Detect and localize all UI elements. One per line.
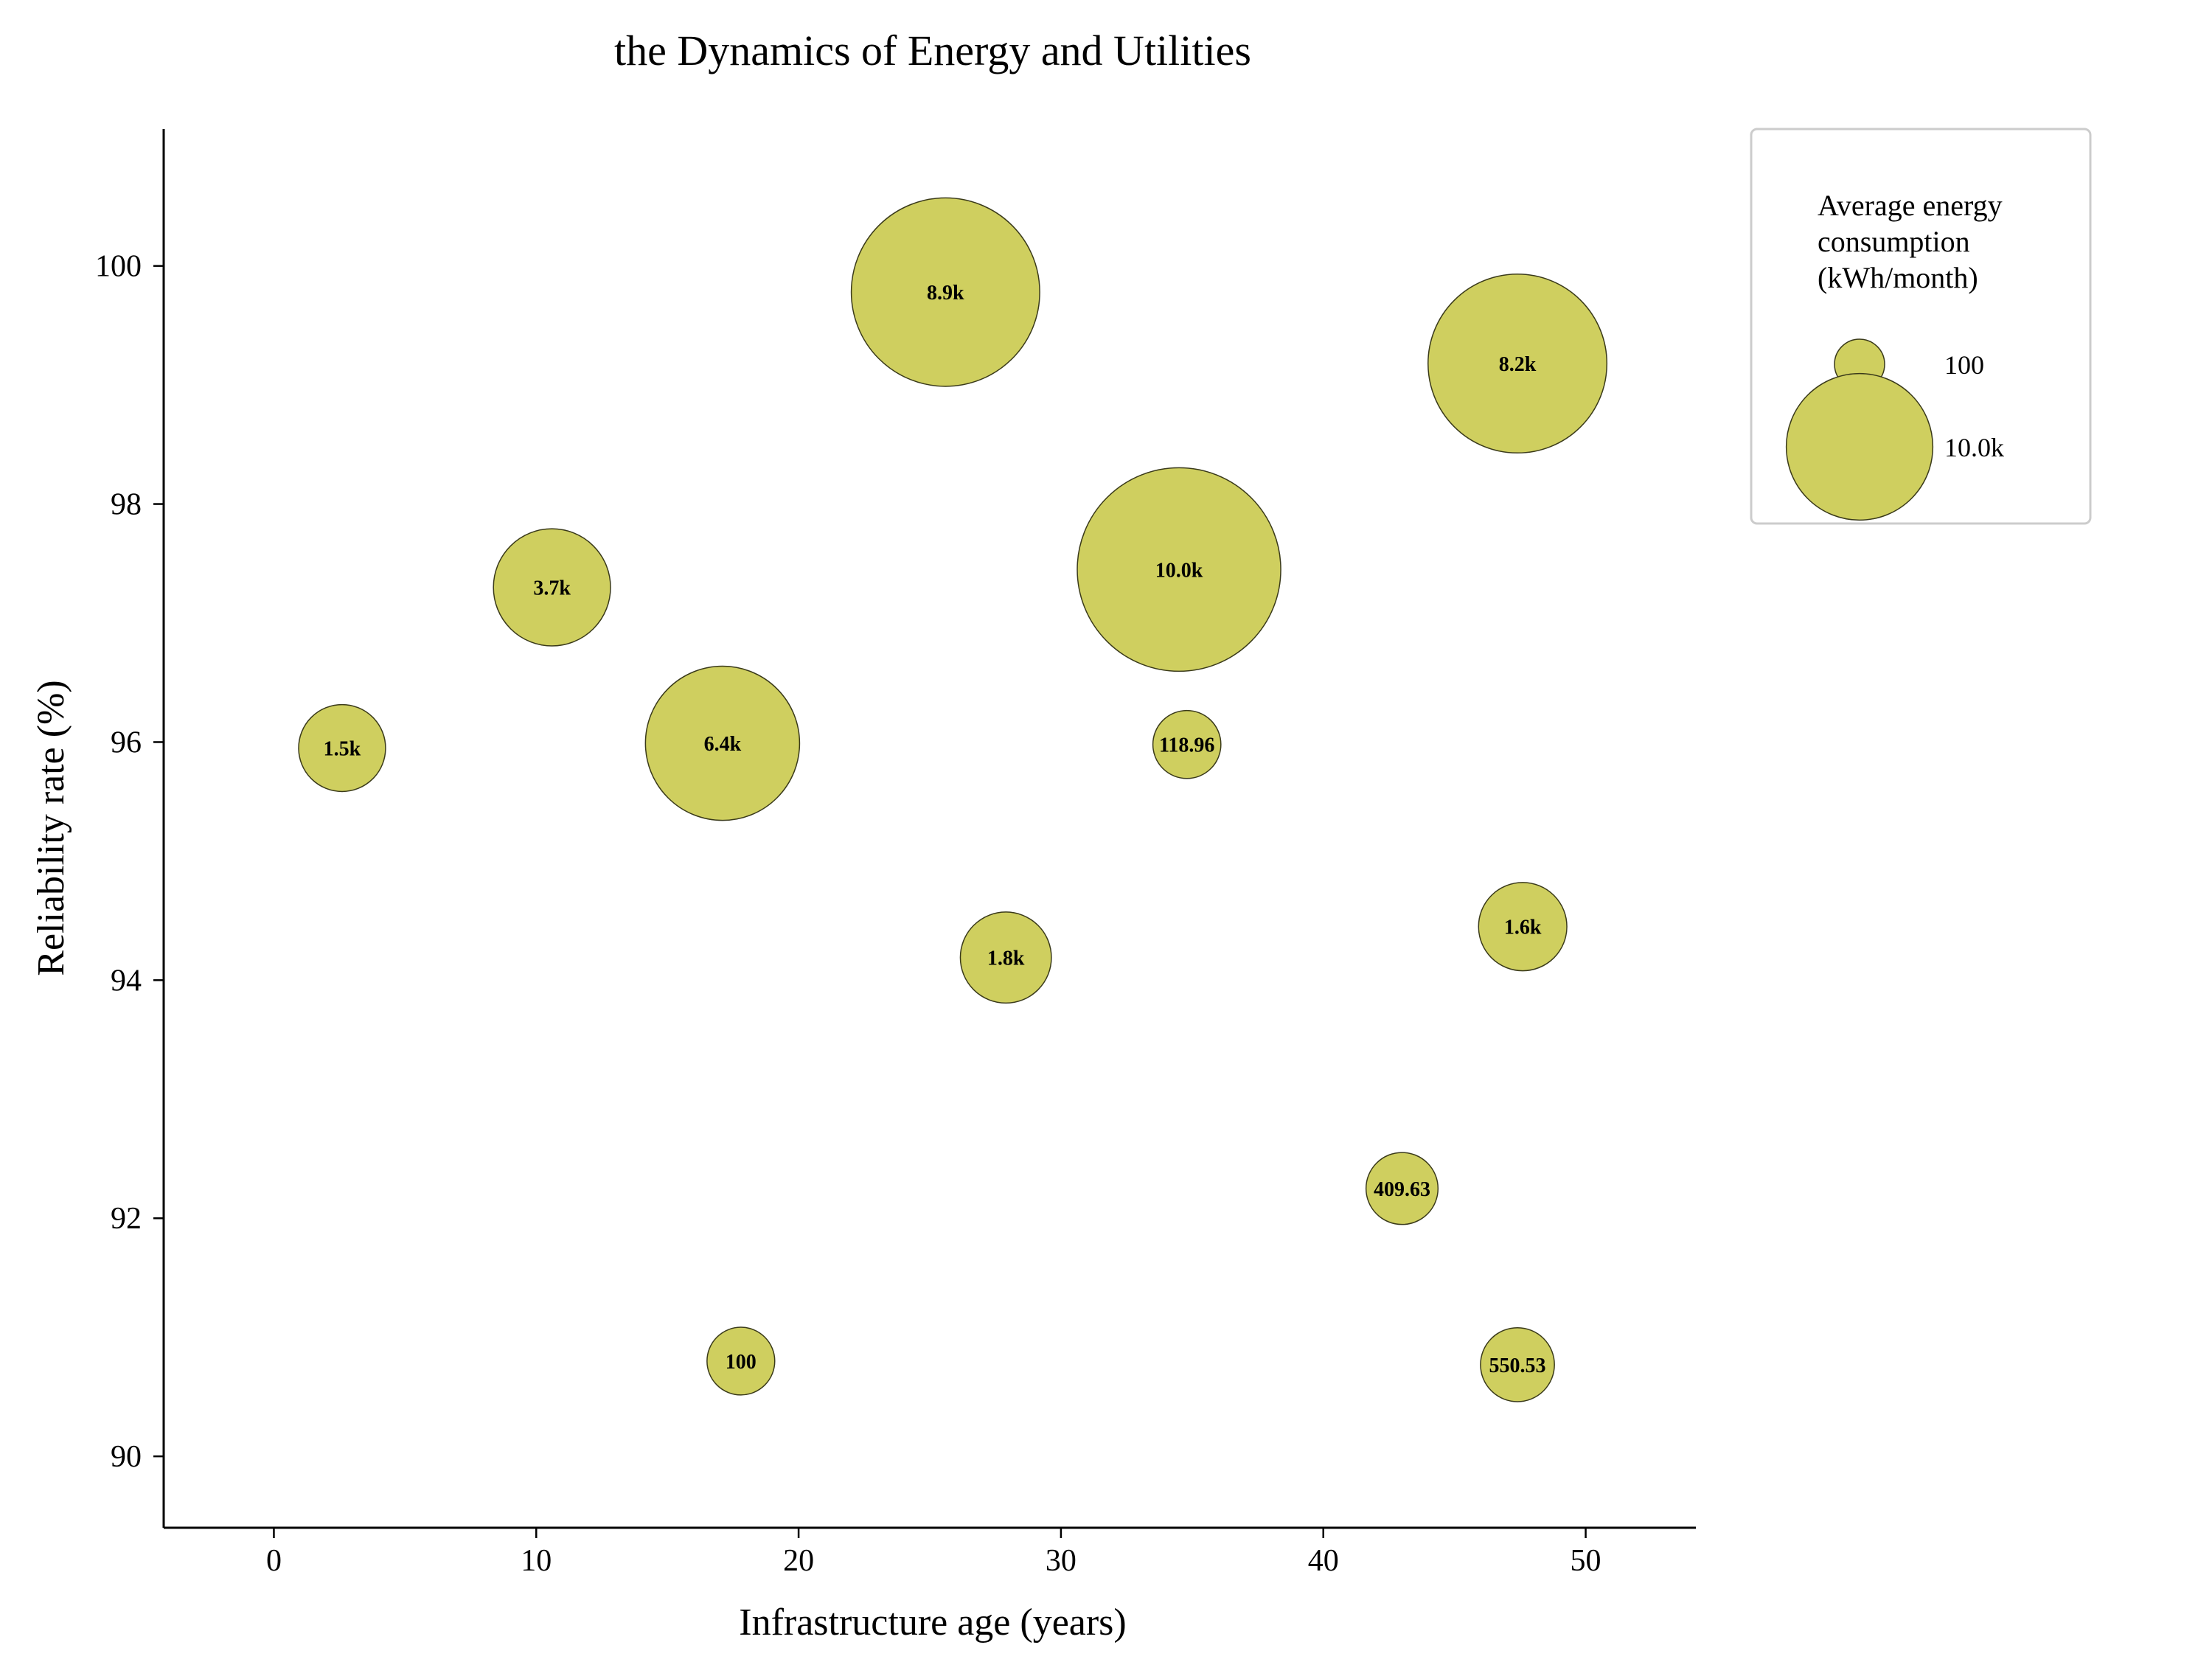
bubble-label: 6.4k: [704, 733, 742, 756]
bubble-label: 3.7k: [533, 577, 571, 600]
bubble-label: 118.96: [1159, 734, 1214, 757]
bubble-label: 1.6k: [1504, 917, 1542, 939]
bubble-label: 8.2k: [1499, 353, 1537, 376]
bubble-label: 100: [726, 1351, 757, 1374]
bubbles: 10.0k 8.9k 8.2k 6.4k 3.7k 1.8k 1.6k 1.5k 550.53 4…: [298, 197, 1608, 1402]
bubble: [493, 528, 611, 647]
legend-bubble: [1785, 372, 1934, 521]
bubble: [1152, 709, 1222, 779]
legend-entry-label: 100: [1944, 350, 1984, 380]
bubble: [644, 665, 801, 821]
bubble: [706, 1326, 776, 1396]
y-tick-label: 98: [111, 488, 142, 522]
y-tick-label: 96: [111, 726, 142, 759]
x-tick-label: 20: [783, 1544, 814, 1578]
bubble-label: 1.8k: [987, 947, 1025, 970]
x-tick-label: 10: [521, 1544, 552, 1578]
x-tick-label: 30: [1046, 1544, 1077, 1578]
y-tick-label: 100: [95, 250, 142, 284]
axes: 0 10 20 30 40 50 90 92 94 96 98 100: [95, 129, 1696, 1578]
legend-title-line: Average energy: [1818, 189, 2003, 222]
y-tick-label: 92: [111, 1202, 142, 1236]
legend-title-line: consumption: [1818, 225, 1970, 258]
legend-title-line: (kWh/month): [1818, 261, 1978, 294]
x-tick-label: 50: [1571, 1544, 1601, 1578]
bubble-label: 550.53: [1489, 1354, 1546, 1377]
y-axis-label: Reliability rate (%): [30, 680, 72, 975]
y-tick-label: 94: [111, 964, 142, 998]
y-tick-label: 90: [111, 1440, 142, 1474]
bubble-label: 409.63: [1374, 1178, 1430, 1201]
bubble: [1077, 467, 1281, 672]
bubble: [959, 911, 1052, 1004]
bubble: [850, 197, 1040, 387]
bubble: [1478, 882, 1568, 972]
bubble: [1365, 1152, 1439, 1225]
x-tick-label: 40: [1308, 1544, 1339, 1578]
bubble: [298, 703, 386, 793]
bubble-label: 1.5k: [324, 738, 361, 761]
x-axis-label: Infrastructure age (years): [739, 1601, 1126, 1644]
chart-title: the Dynamics of Energy and Utilities: [614, 27, 1251, 74]
x-tick-label: 0: [266, 1544, 282, 1578]
bubble-label: 8.9k: [927, 282, 964, 305]
bubble-label: 10.0k: [1155, 559, 1203, 582]
bubble: [1427, 274, 1608, 454]
legend-entry-label: 10.0k: [1944, 433, 2004, 462]
bubble: [1480, 1326, 1555, 1402]
